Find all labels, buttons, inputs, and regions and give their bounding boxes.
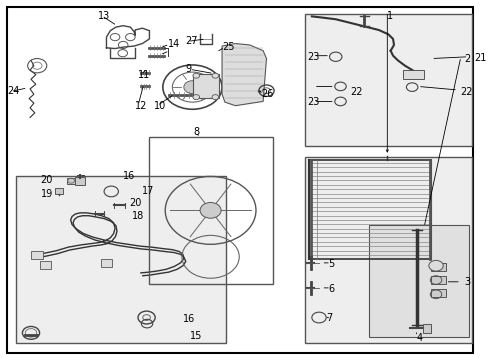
Text: 20: 20	[41, 175, 53, 185]
Text: 21: 21	[473, 53, 486, 63]
Circle shape	[193, 95, 199, 100]
Circle shape	[212, 73, 218, 78]
Text: 13: 13	[98, 11, 110, 21]
Ellipse shape	[152, 262, 166, 278]
Bar	[430, 276, 445, 284]
Bar	[422, 324, 430, 333]
Bar	[430, 262, 445, 271]
Text: 19: 19	[41, 189, 53, 199]
Text: 8: 8	[193, 127, 199, 137]
Bar	[16, 176, 225, 342]
Bar	[368, 225, 468, 337]
Bar	[304, 157, 471, 342]
Bar	[31, 251, 43, 259]
Text: 16: 16	[183, 314, 195, 324]
Text: 20: 20	[129, 198, 142, 208]
Text: 14: 14	[167, 39, 180, 49]
Circle shape	[183, 81, 201, 94]
Text: 26: 26	[261, 89, 273, 99]
Bar	[55, 188, 62, 194]
Text: 23: 23	[306, 52, 319, 62]
Text: 25: 25	[222, 42, 234, 52]
Text: 22: 22	[459, 87, 471, 98]
Text: 18: 18	[131, 211, 144, 221]
Text: 16: 16	[123, 171, 135, 181]
Text: 5: 5	[328, 259, 334, 269]
Text: 24: 24	[7, 86, 20, 96]
Text: 7: 7	[325, 312, 332, 323]
Circle shape	[212, 95, 218, 100]
Ellipse shape	[73, 260, 87, 275]
Text: 4: 4	[416, 333, 422, 343]
Text: 27: 27	[185, 36, 197, 46]
Text: 2: 2	[464, 54, 470, 64]
Text: 1: 1	[386, 11, 393, 21]
Text: 11: 11	[137, 69, 149, 80]
Bar	[40, 261, 51, 269]
Circle shape	[428, 260, 442, 271]
Bar	[67, 178, 75, 184]
Text: 12: 12	[135, 101, 147, 111]
Bar	[75, 177, 85, 185]
Text: 23: 23	[306, 97, 319, 107]
Bar	[149, 137, 272, 284]
Bar	[402, 70, 423, 79]
Text: 17: 17	[142, 186, 154, 197]
Circle shape	[193, 73, 199, 78]
Bar	[430, 289, 445, 297]
Text: 3: 3	[464, 277, 470, 287]
Polygon shape	[222, 44, 266, 106]
Circle shape	[200, 203, 221, 218]
Text: 9: 9	[185, 64, 191, 74]
Text: 6: 6	[328, 284, 334, 294]
Bar	[193, 73, 218, 98]
Bar	[101, 258, 112, 267]
Text: 22: 22	[349, 87, 362, 98]
Bar	[304, 14, 471, 146]
Text: 15: 15	[190, 332, 202, 342]
Text: 10: 10	[154, 101, 166, 111]
